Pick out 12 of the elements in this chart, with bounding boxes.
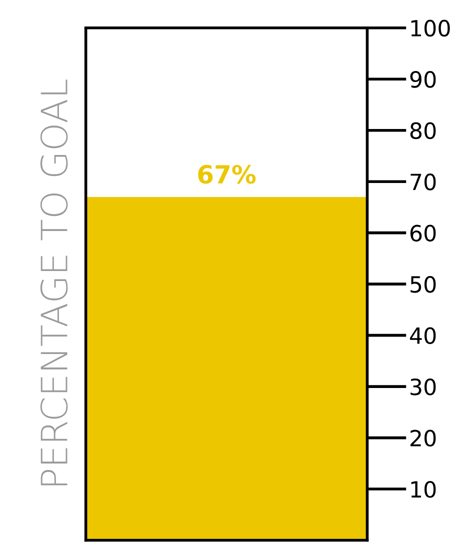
y-tick-label: 70 <box>410 174 436 190</box>
y-tick-label: 80 <box>410 122 436 140</box>
y-tick-label: 60 <box>410 224 436 242</box>
y-tick-label: 30 <box>410 378 436 396</box>
y-tick-label: 20 <box>410 430 436 447</box>
data-label: 67% <box>198 164 256 184</box>
y-tick-label: 100 <box>411 20 450 37</box>
y-tick-label: 90 <box>410 71 436 88</box>
y-tick-label: 10 <box>411 480 436 498</box>
y-tick-label: 40 <box>410 327 436 344</box>
y-axis-title: PERCENTAGE TO GOAL <box>40 80 68 486</box>
y-tick-label: 50 <box>410 276 436 293</box>
